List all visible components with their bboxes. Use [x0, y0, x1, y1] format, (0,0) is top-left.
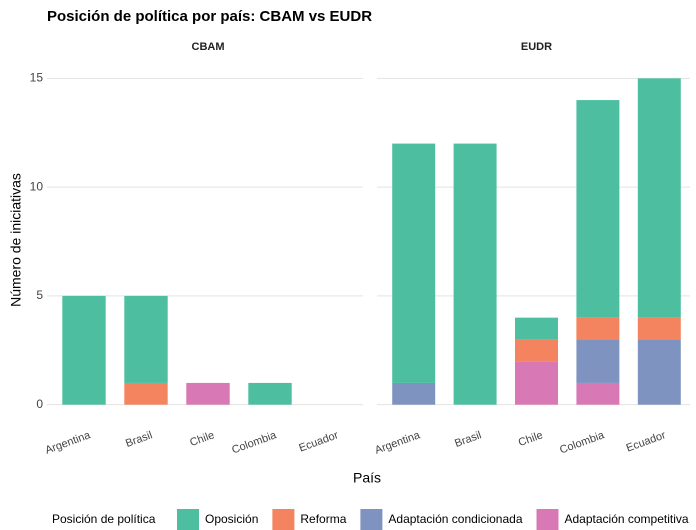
x-tick-label: Brasil: [124, 429, 154, 450]
bar-segment: [576, 317, 620, 340]
y-tick-label: 0: [36, 397, 43, 411]
legend-swatch: [360, 509, 383, 530]
legend-label: Adaptación condicionada: [388, 512, 522, 526]
bar-segment: [62, 295, 106, 405]
y-tick-label: 5: [36, 288, 43, 302]
bar-segment: [576, 382, 620, 405]
bar-segment: [515, 361, 558, 405]
x-tick-label: Chile: [517, 429, 545, 449]
bar-segment: [576, 339, 620, 383]
bar-segment: [248, 382, 292, 405]
bar-segment: [576, 100, 620, 318]
legend-label: Reforma: [300, 512, 346, 526]
legend-swatch: [177, 509, 199, 530]
y-tick-label: 10: [30, 179, 44, 193]
bar-segment: [515, 317, 558, 340]
legend-title: Posición de política: [52, 512, 156, 526]
bar-segment: [392, 143, 436, 383]
bar-segment: [124, 295, 168, 383]
x-axis-label: País: [353, 470, 381, 486]
x-tick-label: Chile: [188, 429, 216, 449]
x-tick-label: Ecuador: [625, 429, 668, 454]
facet-title: EUDR: [521, 41, 552, 53]
y-tick-label: 15: [30, 70, 44, 84]
legend-swatch: [272, 509, 295, 530]
bar-segment: [186, 382, 230, 405]
bar-segment: [392, 382, 436, 405]
bar-segment: [453, 143, 497, 405]
facet-title: CBAM: [192, 41, 225, 53]
legend-label: Oposición: [205, 512, 258, 526]
x-tick-label: Ecuador: [297, 429, 340, 454]
y-axis-label: Número de iniciativas: [8, 173, 24, 307]
legend-label: Adaptación competitiva: [565, 512, 689, 526]
x-tick-label: Argentina: [373, 429, 422, 457]
bar-segment: [637, 78, 681, 318]
bar-segment: [637, 339, 681, 405]
bar-segment: [124, 382, 168, 405]
x-tick-label: Colombia: [230, 429, 279, 456]
x-tick-label: Brasil: [453, 429, 483, 450]
x-tick-label: Colombia: [558, 429, 607, 456]
bar-segment: [637, 317, 681, 340]
legend-swatch: [536, 509, 559, 530]
x-tick-label: Argentina: [44, 429, 93, 457]
chart-title: Posición de política por país: CBAM vs E…: [47, 8, 372, 25]
bar-segment: [515, 339, 558, 362]
